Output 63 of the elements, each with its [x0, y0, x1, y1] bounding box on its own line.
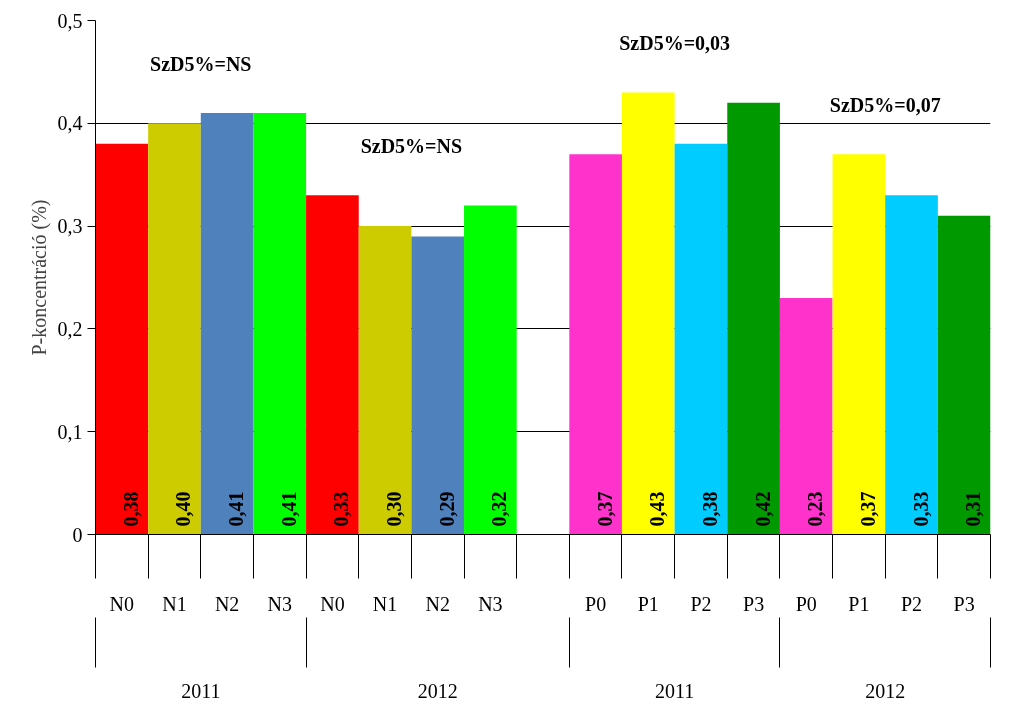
annotation: SzD5%=NS [150, 53, 252, 76]
x-tick-label: P3 [953, 592, 975, 615]
annotation: SzD5%=NS [360, 135, 463, 158]
data-label: 0,38 [119, 491, 142, 527]
annotation: SzD5%=0,03 [619, 32, 731, 55]
bar [464, 205, 517, 535]
bar [95, 143, 149, 535]
data-label: 0,37 [856, 491, 879, 527]
x-tick-label: P0 [585, 592, 607, 615]
annotation: SzD5%=0,07 [829, 94, 941, 117]
text: 2012 [865, 679, 906, 702]
bar [937, 215, 991, 535]
data-label: 0,23 [804, 491, 827, 527]
bar [411, 236, 465, 535]
x-tick-label: N0 [109, 592, 135, 615]
data-label: 0,38 [698, 491, 721, 527]
x-tick-label: N3 [478, 592, 503, 615]
bar [885, 195, 938, 535]
data-label: 0,42 [751, 491, 774, 527]
data-label: 0,41 [225, 491, 248, 527]
data-label: 0,41 [277, 491, 300, 527]
bar [200, 113, 254, 535]
bar [674, 143, 728, 535]
text: 2011 [654, 679, 695, 702]
x-tick-label: N2 [214, 592, 240, 615]
text: 2012 [417, 679, 458, 702]
y-axis-title: P-koncentráció (%) [27, 199, 51, 356]
data-label: 0,32 [488, 491, 511, 527]
data-label: 0,43 [646, 491, 669, 527]
data-label: 0,29 [435, 491, 458, 527]
x-tick-label: N1 [162, 592, 187, 615]
data-label: 0,30 [383, 491, 406, 527]
x-tick-label: N0 [320, 592, 345, 615]
x-tick-label: P1 [637, 592, 659, 615]
x-tick-label: P1 [848, 592, 870, 615]
x-tick-label: P3 [743, 592, 765, 615]
text: 2011 [181, 679, 221, 702]
y-tick-label: 0 [72, 523, 83, 546]
x-tick-label: P2 [900, 592, 923, 615]
y-tick-label: 0,5 [57, 9, 83, 32]
x-tick-label: N3 [267, 592, 292, 615]
x-tick-label: N1 [372, 592, 398, 615]
bar [569, 154, 622, 535]
x-tick-label: P0 [795, 592, 817, 615]
bar [253, 113, 307, 535]
bar [727, 102, 780, 535]
data-label: 0,33 [909, 491, 932, 527]
bar [306, 195, 359, 535]
bar [358, 226, 412, 535]
data-label: 0,37 [593, 491, 616, 527]
x-tick-label: N2 [425, 592, 450, 615]
data-label: 0,40 [172, 491, 195, 527]
bar [148, 123, 201, 535]
y-tick-label: 0,2 [57, 317, 83, 340]
y-tick-label: 0,4 [57, 112, 83, 135]
bar [832, 154, 886, 535]
data-label: 0,31 [962, 491, 985, 527]
y-tick-label: 0,3 [57, 215, 83, 238]
x-tick-label: P2 [690, 592, 712, 615]
y-tick-label: 0,1 [57, 420, 83, 443]
bar [621, 92, 675, 535]
bar [779, 298, 833, 535]
data-label: 0,33 [330, 491, 353, 527]
